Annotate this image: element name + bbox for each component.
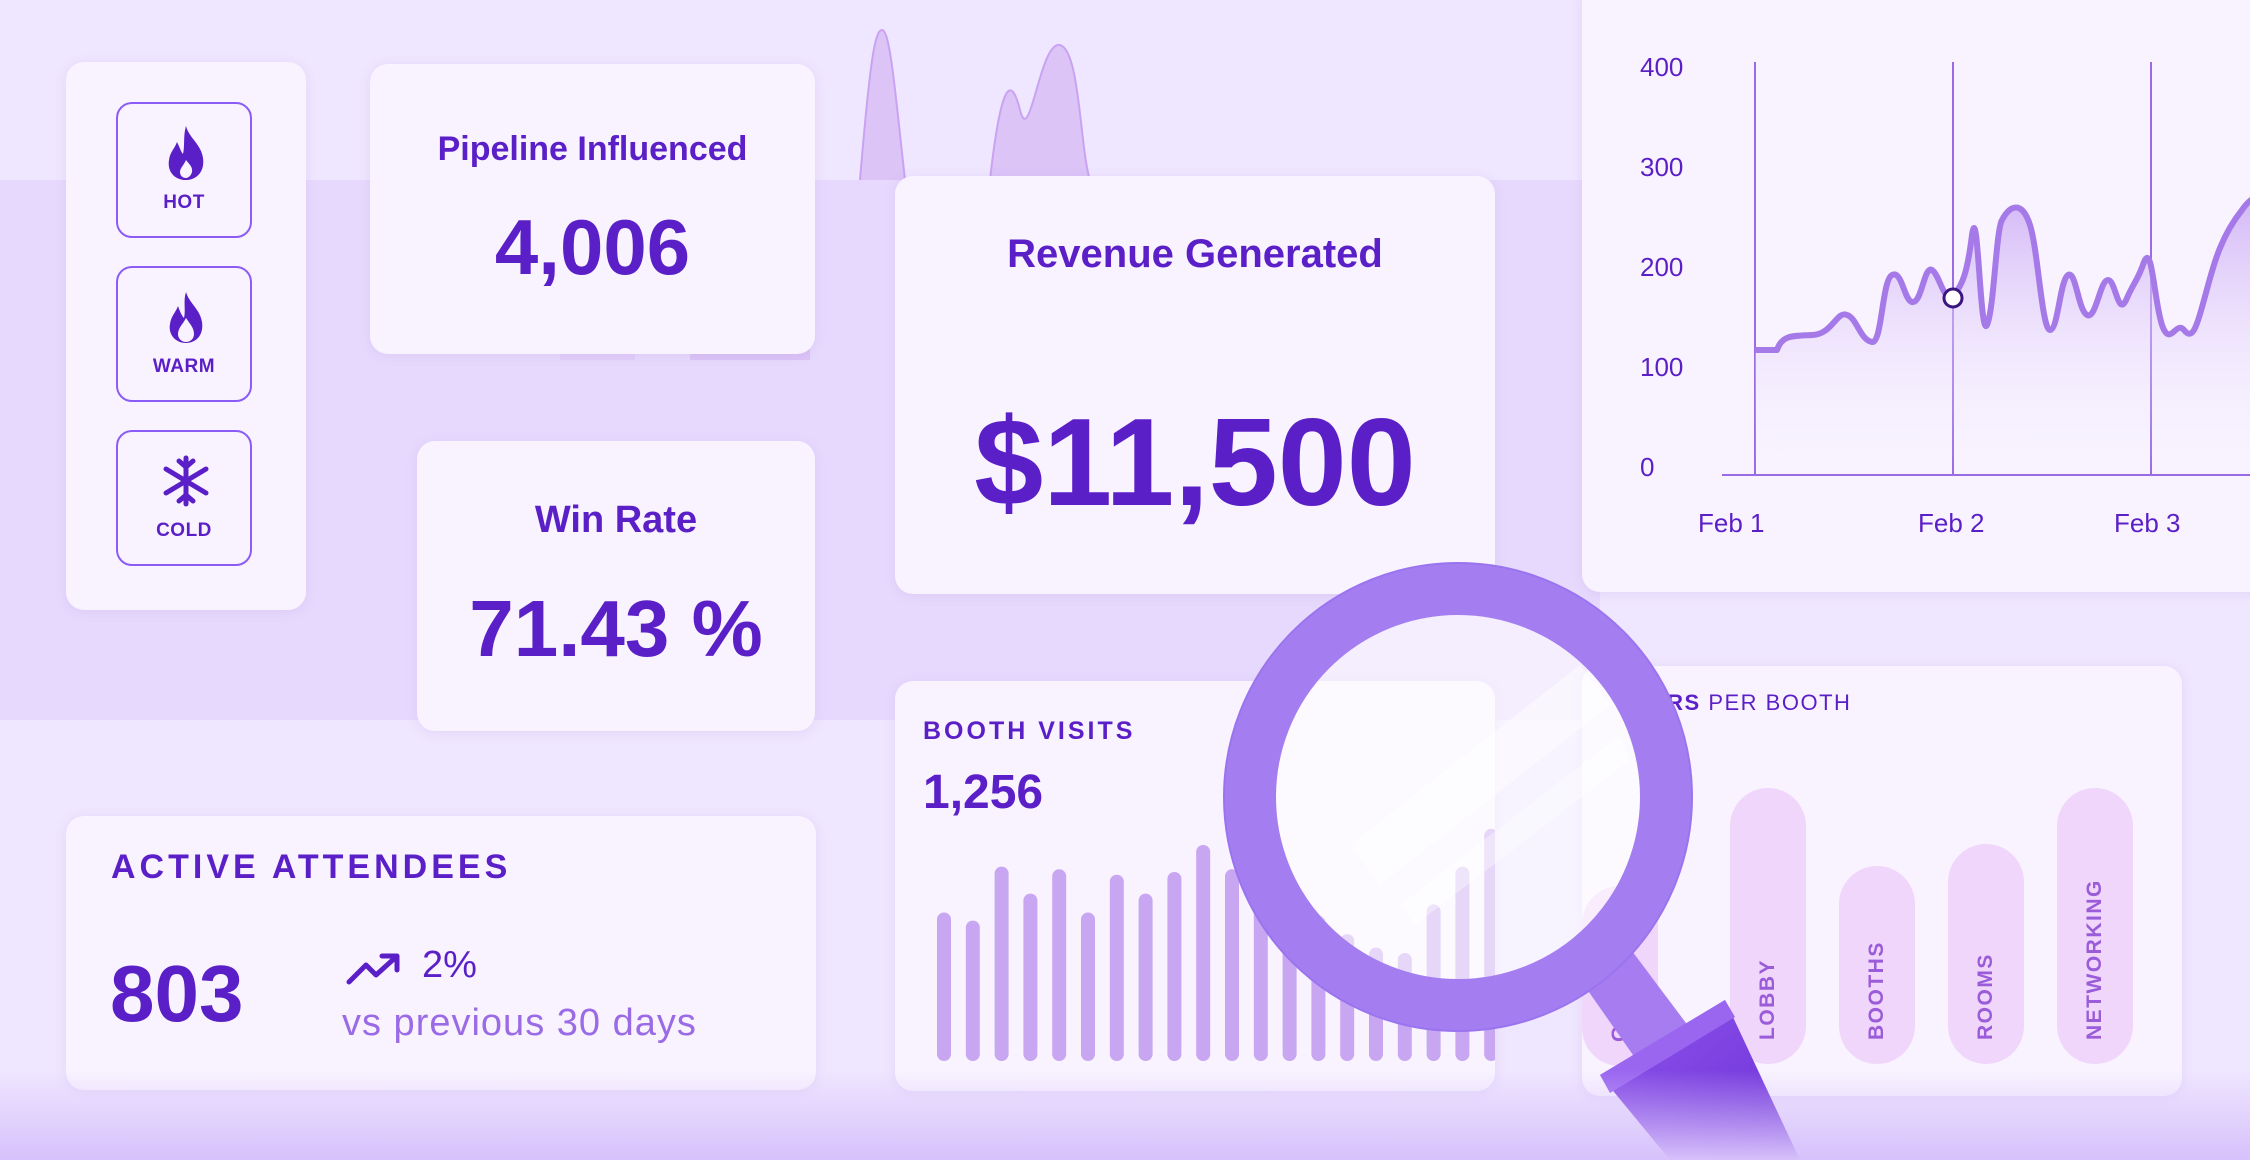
trend-up-icon <box>346 953 400 985</box>
y-tick-300: 300 <box>1640 152 1684 182</box>
x-tick-feb2: Feb 2 <box>1918 508 1985 538</box>
comparison-text: vs previous 30 days <box>342 1002 697 1044</box>
lead-temperature-panel: HOT WARM COLD <box>66 62 306 610</box>
booth-visit-bar <box>1052 869 1067 1061</box>
line-chart-plot <box>1722 62 2250 476</box>
active-attendees-title: ACTIVE ATTENDEES <box>111 848 512 886</box>
snowflake-icon <box>163 455 209 507</box>
pipeline-influenced-card: Pipeline Influenced 4,006 <box>370 64 815 354</box>
hot-label: HOT <box>163 192 205 213</box>
y-tick-0: 0 <box>1640 452 1655 482</box>
category-lobby[interactable]: LOBBY <box>1730 788 1806 1064</box>
y-tick-100: 100 <box>1640 352 1684 382</box>
booth-visit-bar <box>1081 912 1095 1061</box>
warm-filter-button[interactable]: WARM <box>116 266 252 402</box>
revenue-value: $11,500 <box>974 394 1416 532</box>
hot-filter-button[interactable]: HOT <box>116 102 252 238</box>
booth-visit-bar <box>1023 893 1038 1061</box>
line-chart-series <box>1755 197 2250 353</box>
revenue-generated-card: Revenue Generated $11,500 <box>895 176 1495 594</box>
booth-visit-bar <box>937 912 951 1061</box>
visitors-title-rest: PER BOOTH <box>1700 690 1852 715</box>
pipeline-title: Pipeline Influenced <box>437 130 748 168</box>
category-label: BOOTHS <box>1865 941 1888 1040</box>
booth-visits-title: BOOTH VISITS <box>923 717 1136 745</box>
active-attendees-value: 803 <box>110 949 244 1038</box>
line-chart-area <box>1755 201 2250 475</box>
booth-visit-bar <box>1109 874 1124 1061</box>
category-booths[interactable]: BOOTHS <box>1839 866 1915 1064</box>
chart-hover-point <box>1942 287 1964 309</box>
flame-outline-icon <box>169 292 203 343</box>
booth-visit-bar <box>1253 893 1268 1061</box>
flame-icon <box>168 126 204 180</box>
category-networking[interactable]: NETWORKING <box>2057 788 2133 1064</box>
cold-filter-button[interactable]: COLD <box>116 430 252 566</box>
x-tick-feb3: Feb 3 <box>2114 508 2181 538</box>
cold-label: COLD <box>156 520 212 541</box>
pipeline-value: 4,006 <box>494 203 691 291</box>
change-percent: 2% <box>422 944 477 986</box>
booth-visit-bar <box>994 866 1009 1061</box>
win-rate-card: Win Rate 71.43 % <box>417 441 815 731</box>
active-attendees-card: ACTIVE ATTENDEES 803 2% vs previous 30 d… <box>66 816 816 1090</box>
category-rooms[interactable]: ROOMS <box>1948 844 2024 1064</box>
x-tick-feb1: Feb 1 <box>1698 508 1765 538</box>
category-label: NETWORKING <box>2083 879 2106 1040</box>
win-rate-title: Win Rate <box>534 499 698 541</box>
background-bottom-glow <box>0 1070 2250 1160</box>
line-chart-card: 400 300 200 100 0 Feb 1 Feb 2 Feb 3 <box>1582 0 2250 592</box>
booth-visit-bar <box>965 920 980 1061</box>
magnifier-icon <box>1223 562 1800 1160</box>
win-rate-value: 71.43 % <box>469 584 763 673</box>
y-tick-400: 400 <box>1640 52 1684 82</box>
booth-visits-value: 1,256 <box>923 766 1044 819</box>
booth-visit-bar <box>1196 845 1211 1061</box>
booth-visit-bar <box>1167 872 1182 1061</box>
booth-visit-bar <box>1138 893 1153 1061</box>
booth-visit-bar <box>1225 869 1239 1061</box>
category-label: ROOMS <box>1974 953 1997 1040</box>
y-tick-200: 200 <box>1640 252 1684 282</box>
revenue-title: Revenue Generated <box>1007 232 1383 276</box>
warm-label: WARM <box>152 356 216 377</box>
